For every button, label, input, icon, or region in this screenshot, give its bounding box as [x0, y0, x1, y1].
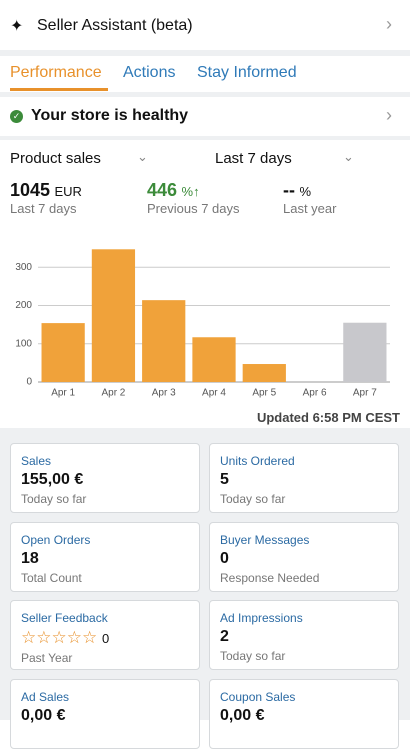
bar: [192, 337, 236, 382]
card[interactable]: Units Ordered 5 Today so far: [209, 443, 399, 513]
card-note: Today so far: [21, 492, 87, 506]
card-value: 0: [101, 631, 110, 646]
check-icon: ✓: [10, 110, 23, 123]
metric-value: --: [283, 180, 295, 200]
card-title: Units Ordered: [220, 454, 295, 468]
sparkle-icon: ✦: [10, 18, 24, 35]
card[interactable]: Coupon Sales 0,00 €: [209, 678, 399, 749]
page: ✦ Seller Assistant (beta) › Performance …: [0, 14, 410, 749]
tab[interactable]: Actions: [123, 64, 176, 81]
bar: [142, 300, 186, 382]
tab[interactable]: Performance: [10, 64, 102, 81]
bar: [242, 364, 286, 382]
card-title: Open Orders: [21, 532, 91, 547]
card-value: ☆☆☆☆☆ 0: [21, 628, 189, 648]
y-tick-label: 200: [15, 300, 32, 311]
x-tick-label: Apr 7: [353, 388, 377, 399]
filter[interactable]: Product sales: [10, 150, 101, 167]
dropdown-arrow: ⌄: [343, 149, 354, 164]
card-value: 5: [220, 471, 229, 488]
chevron: ›: [386, 14, 392, 34]
card-title: Seller Feedback: [21, 611, 108, 625]
separator: [0, 92, 410, 97]
metric: 446 %↑ Previous 7 days: [147, 180, 240, 216]
y-tick-label: 100: [15, 338, 32, 349]
y-tick-label: 300: [15, 262, 32, 273]
dropdown-arrow: ⌄: [137, 149, 148, 164]
x-tick-label: Apr 5: [252, 388, 276, 399]
separator: [0, 136, 410, 140]
metric-unit: EUR: [54, 184, 82, 199]
y-tick-label: 0: [26, 377, 32, 388]
bar: [343, 322, 387, 382]
separator: [0, 50, 410, 56]
bar: [91, 249, 136, 382]
card-note: Total Count: [21, 570, 82, 585]
card-value: 155,00 €: [21, 471, 84, 488]
card-title: Coupon Sales: [220, 689, 296, 704]
card[interactable]: Seller Feedback ☆☆☆☆☆ 0 Past Year: [10, 600, 200, 670]
chart: 0 100 200 300 Apr 1 Apr 2 Apr 3 Apr 4 Apr 5 Apr 6…: [15, 249, 390, 399]
x-tick-label: Apr 4: [202, 388, 226, 399]
tab-underline: [10, 88, 108, 91]
card-value: 18: [21, 549, 39, 567]
updated: Updated 6:58 PM CEST: [256, 410, 400, 425]
filter[interactable]: Last 7 days: [215, 150, 292, 167]
card-value: 0,00 €: [21, 706, 66, 724]
card-note: Past Year: [21, 651, 73, 665]
card-title: Ad Impressions: [220, 611, 303, 625]
card-note: Today so far: [220, 649, 286, 663]
card[interactable]: Open Orders 18 Total Count: [10, 521, 200, 592]
card-title: Buyer Messages: [220, 532, 310, 547]
card-note: Today so far: [220, 492, 286, 506]
metric-unit: %: [299, 184, 312, 199]
x-tick-label: Apr 2: [101, 388, 125, 399]
card-value: 0,00 €: [220, 706, 265, 724]
metric-value: 1045: [10, 180, 51, 200]
tab[interactable]: Stay Informed: [197, 64, 297, 81]
card-title: Ad Sales: [21, 689, 70, 704]
metric-unit: %: [181, 184, 194, 199]
card[interactable]: Ad Sales 0,00 €: [10, 678, 200, 749]
metric: 1045 EUR Last 7 days: [10, 180, 82, 216]
card-value: 0: [220, 549, 229, 567]
x-tick-label: Apr 6: [303, 388, 327, 399]
metric-label: Last year: [283, 201, 337, 216]
metric-value: 446: [147, 180, 178, 200]
metric-label: Last 7 days: [10, 201, 77, 216]
up-arrow: ↑: [193, 184, 200, 199]
card-value: 2: [220, 628, 229, 645]
x-tick-label: Apr 3: [152, 388, 176, 399]
status[interactable]: Your store is healthy: [31, 107, 189, 124]
card-note: Response Needed: [220, 570, 320, 585]
cards-area: Sales 155,00 € Today so far Units Ordered 5 T…: [0, 428, 410, 749]
metric: -- % Last year: [283, 180, 336, 216]
chevron: ›: [386, 105, 392, 125]
metric-label: Previous 7 days: [147, 201, 240, 216]
card[interactable]: Ad Impressions 2 Today so far: [209, 600, 399, 670]
star-rating: ☆☆☆☆☆: [21, 628, 102, 647]
x-tick-label: Apr 1: [51, 388, 75, 399]
card[interactable]: Buyer Messages 0 Response Needed: [209, 521, 399, 592]
card[interactable]: Sales 155,00 € Today so far: [10, 443, 200, 513]
card-title: Sales: [21, 454, 52, 468]
header-title[interactable]: Seller Assistant (beta): [37, 17, 193, 34]
bar: [41, 323, 85, 382]
